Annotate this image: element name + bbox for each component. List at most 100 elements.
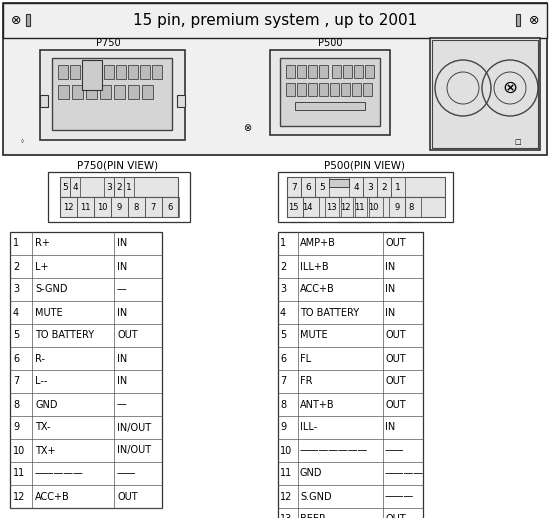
- Text: 3: 3: [280, 284, 286, 295]
- Bar: [60, 197, 77, 217]
- Text: 1: 1: [13, 238, 19, 249]
- Text: 13: 13: [280, 514, 292, 518]
- Bar: [303, 197, 319, 217]
- Bar: [280, 58, 380, 126]
- Text: 12: 12: [13, 492, 25, 501]
- Bar: [278, 232, 423, 518]
- Bar: [349, 177, 363, 197]
- Bar: [278, 172, 453, 222]
- Bar: [3, 3, 547, 38]
- Text: 1: 1: [395, 182, 401, 192]
- Bar: [26, 14, 30, 26]
- Text: BEEP: BEEP: [300, 514, 325, 518]
- Bar: [308, 83, 317, 96]
- Text: IN/OUT: IN/OUT: [117, 423, 151, 433]
- Bar: [430, 38, 540, 150]
- Bar: [389, 197, 405, 217]
- Text: ——: ——: [117, 468, 136, 479]
- Text: 8: 8: [133, 203, 139, 211]
- Text: ILL+B: ILL+B: [300, 262, 329, 271]
- Text: MUTE: MUTE: [300, 330, 328, 340]
- Bar: [341, 83, 350, 96]
- Text: 3: 3: [367, 182, 373, 192]
- Bar: [330, 83, 339, 96]
- Text: 4: 4: [13, 308, 19, 318]
- Bar: [270, 50, 390, 135]
- Text: 15: 15: [288, 203, 298, 211]
- Text: ACC+B: ACC+B: [300, 284, 335, 295]
- Text: GND: GND: [300, 468, 322, 479]
- Text: 5: 5: [319, 182, 325, 192]
- Bar: [70, 177, 80, 197]
- Text: OUT: OUT: [385, 238, 406, 249]
- Bar: [124, 177, 134, 197]
- Bar: [329, 179, 349, 187]
- Text: 11: 11: [354, 203, 364, 211]
- Bar: [48, 172, 190, 222]
- Text: 7: 7: [150, 203, 156, 211]
- Text: IN: IN: [385, 423, 395, 433]
- Bar: [516, 14, 520, 26]
- Text: 11: 11: [80, 203, 90, 211]
- Bar: [286, 83, 295, 96]
- Text: 7: 7: [13, 377, 19, 386]
- Text: 9: 9: [13, 423, 19, 433]
- Text: ———: ———: [385, 492, 414, 501]
- Bar: [353, 197, 369, 217]
- Bar: [354, 65, 363, 78]
- Text: 2: 2: [381, 182, 387, 192]
- Bar: [128, 197, 145, 217]
- Bar: [70, 65, 80, 79]
- Bar: [82, 60, 102, 90]
- Bar: [114, 177, 124, 197]
- Bar: [60, 177, 178, 197]
- Text: P750(PIN VIEW): P750(PIN VIEW): [78, 160, 158, 170]
- Text: IN/OUT: IN/OUT: [117, 445, 151, 455]
- Bar: [152, 65, 162, 79]
- Bar: [82, 65, 92, 79]
- Text: ———————: ———————: [300, 445, 368, 455]
- Text: P750: P750: [96, 38, 120, 48]
- Bar: [58, 85, 69, 99]
- Text: 5: 5: [62, 182, 68, 192]
- Text: 12: 12: [340, 203, 350, 211]
- Text: IN: IN: [385, 262, 395, 271]
- Text: ⊗: ⊗: [11, 13, 21, 26]
- Bar: [315, 177, 329, 197]
- Bar: [142, 85, 153, 99]
- Bar: [295, 102, 365, 110]
- Bar: [10, 232, 162, 508]
- Bar: [287, 197, 303, 217]
- Text: TO BATTERY: TO BATTERY: [300, 308, 359, 318]
- Bar: [391, 177, 405, 197]
- Text: 12: 12: [63, 203, 73, 211]
- Text: 2: 2: [280, 262, 286, 271]
- Text: IN: IN: [385, 284, 395, 295]
- Text: 9: 9: [394, 203, 400, 211]
- Text: OUT: OUT: [117, 330, 138, 340]
- Text: MUTE: MUTE: [35, 308, 63, 318]
- Text: S.GND: S.GND: [300, 492, 332, 501]
- Bar: [367, 197, 383, 217]
- Bar: [140, 65, 150, 79]
- Bar: [352, 83, 361, 96]
- Text: 10: 10: [368, 203, 378, 211]
- Text: 6: 6: [13, 353, 19, 364]
- Text: 14: 14: [302, 203, 312, 211]
- Bar: [128, 85, 139, 99]
- Bar: [3, 3, 547, 155]
- Text: TO BATTERY: TO BATTERY: [35, 330, 94, 340]
- Bar: [104, 65, 114, 79]
- Bar: [60, 177, 70, 197]
- Bar: [297, 83, 306, 96]
- Text: ACC+B: ACC+B: [35, 492, 70, 501]
- Text: 6: 6: [305, 182, 311, 192]
- Text: 8: 8: [408, 203, 414, 211]
- Text: 15 pin, premium system , up to 2001: 15 pin, premium system , up to 2001: [133, 12, 417, 27]
- Bar: [319, 83, 328, 96]
- Text: ————: ————: [385, 468, 424, 479]
- Bar: [308, 65, 317, 78]
- Text: P500: P500: [318, 38, 342, 48]
- Text: OUT: OUT: [385, 514, 406, 518]
- Bar: [60, 197, 178, 217]
